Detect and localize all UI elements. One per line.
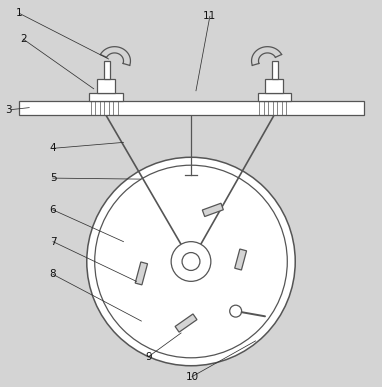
Bar <box>19 101 364 115</box>
Polygon shape <box>235 249 246 270</box>
Bar <box>97 79 115 93</box>
Circle shape <box>171 241 211 281</box>
Text: 6: 6 <box>50 205 56 215</box>
Circle shape <box>230 305 242 317</box>
Text: 4: 4 <box>50 143 56 153</box>
Bar <box>272 61 278 79</box>
Polygon shape <box>175 314 197 332</box>
Bar <box>89 93 123 101</box>
Polygon shape <box>135 262 147 285</box>
Bar <box>104 61 110 79</box>
Text: 3: 3 <box>5 104 11 115</box>
Bar <box>257 93 291 101</box>
Text: 9: 9 <box>145 352 152 362</box>
Polygon shape <box>202 203 223 217</box>
Text: 1: 1 <box>16 8 23 18</box>
Text: 10: 10 <box>185 372 199 382</box>
Circle shape <box>87 157 295 366</box>
Text: 5: 5 <box>50 173 56 183</box>
Text: 8: 8 <box>50 269 56 279</box>
Text: 2: 2 <box>20 34 26 44</box>
Bar <box>265 79 283 93</box>
Text: 7: 7 <box>50 236 56 247</box>
Text: 11: 11 <box>203 11 217 21</box>
